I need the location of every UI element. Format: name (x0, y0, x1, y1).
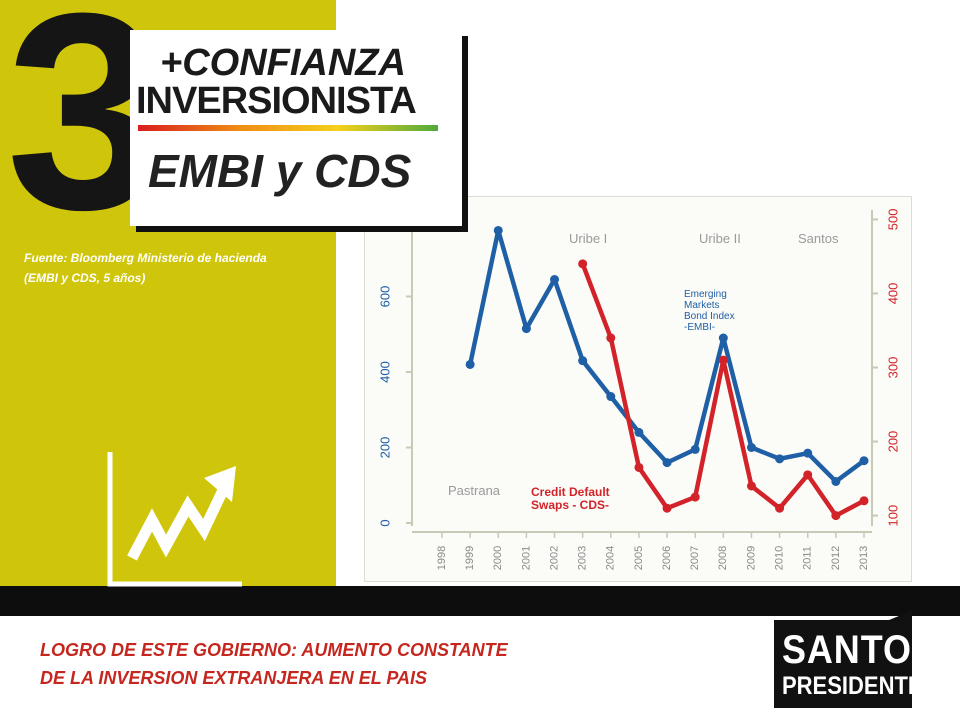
x-tick-label: 2001 (520, 546, 532, 570)
title-line-embi-cds: EMBI y CDS (148, 145, 412, 197)
x-tick-label: 1999 (464, 546, 476, 570)
cds-point (775, 503, 785, 513)
x-tick-label: 2003 (577, 546, 589, 570)
left-tick-label: 0 (377, 519, 392, 526)
x-tick-label: 2007 (689, 546, 701, 570)
x-tick-label: 2013 (858, 546, 870, 570)
bottom-black-bar (0, 586, 960, 616)
cds-point (859, 496, 869, 506)
period-label: Uribe I (569, 231, 607, 246)
left-tick-label: 600 (377, 286, 392, 308)
right-tick-label: 400 (885, 283, 900, 305)
right-tick-label: 100 (885, 505, 900, 527)
x-tick-label: 2011 (802, 546, 814, 570)
source-line-1: Fuente: Bloomberg Ministerio de hacienda (24, 251, 267, 265)
footer-line-2: DE LA INVERSION EXTRANJERA EN EL PAIS (40, 668, 428, 688)
cds-point (578, 259, 588, 269)
embi-series-line (467, 228, 866, 484)
embi-point (746, 443, 756, 452)
cds-point (831, 511, 841, 521)
logo-line-presidente: PRESIDENTE (782, 672, 923, 700)
right-tick-label: 300 (885, 357, 900, 379)
cds-series-line (580, 263, 866, 518)
x-tick-label: 2010 (774, 546, 786, 570)
footer-message: LOGRO DE ESTE GOBIERNO: AUMENTO CONSTANT… (40, 636, 508, 692)
embi-point (578, 356, 588, 366)
embi-point (803, 448, 813, 458)
right-tick-label: 500 (885, 209, 900, 231)
santos-presidente-logo: SANTOS PRESIDENTE (774, 610, 936, 708)
logo-line-santos: SANTOS (782, 628, 937, 672)
embi-series-label: Emerging (684, 289, 727, 300)
cds-series-label: Credit Default (531, 485, 610, 499)
embi-point (550, 275, 560, 285)
embi-cds-chart: 0 200 400 600 8 100 200 300 400 500 1998 1999 2000… (377, 209, 900, 571)
period-label: Uribe II (699, 231, 741, 246)
x-tick-label: 2006 (661, 546, 673, 570)
title-line-confianza: +CONFIANZA (160, 42, 406, 84)
cds-series-label: Swaps - CDS- (531, 498, 609, 512)
left-tick-label: 400 (377, 361, 392, 383)
x-tick-label: 2009 (745, 546, 757, 570)
embi-series-label: Markets (684, 300, 720, 311)
source-line-2: (EMBI y CDS, 5 años) (24, 271, 146, 285)
embi-point (690, 444, 700, 454)
x-tick-label: 2005 (633, 546, 645, 570)
embi-series-label: Bond Index (684, 311, 735, 322)
embi-series-label: -EMBI- (684, 322, 715, 333)
title-line-inversionista: INVERSIONISTA (136, 80, 417, 122)
chart-frame (364, 196, 912, 582)
x-tick-label: 2000 (492, 546, 504, 570)
footer-line-1: LOGRO DE ESTE GOBIERNO: AUMENTO CONSTANT… (40, 640, 508, 660)
cds-point (746, 481, 756, 491)
cds-point (606, 333, 616, 343)
embi-point (465, 359, 475, 369)
cds-point (690, 492, 700, 502)
source-note: Fuente: Bloomberg Ministerio de hacienda… (24, 248, 329, 288)
period-label: Santos (798, 231, 839, 246)
embi-point (831, 476, 841, 486)
right-tick-label: 200 (885, 431, 900, 453)
embi-point (859, 456, 869, 466)
rainbow-divider (138, 125, 438, 131)
embi-point (662, 458, 672, 468)
left-tick-label-partial: 8 (377, 224, 392, 231)
cds-point (634, 462, 644, 472)
embi-point (606, 392, 616, 402)
x-tick-label: 2012 (830, 546, 842, 570)
embi-point (521, 324, 531, 334)
embi-point (493, 225, 503, 235)
left-tick-label: 200 (377, 437, 392, 459)
embi-point (775, 454, 785, 464)
x-tick-label: 1998 (436, 546, 448, 570)
cds-point (662, 503, 672, 513)
growth-chart-icon (107, 452, 242, 587)
cds-point (803, 470, 813, 480)
period-label: Pastrana (448, 483, 501, 498)
x-tick-label: 2008 (717, 546, 729, 570)
x-tick-label: 2002 (548, 546, 560, 570)
embi-point (718, 333, 728, 343)
x-tick-label: 2004 (605, 546, 617, 570)
embi-point (634, 427, 644, 437)
cds-point (718, 355, 728, 365)
